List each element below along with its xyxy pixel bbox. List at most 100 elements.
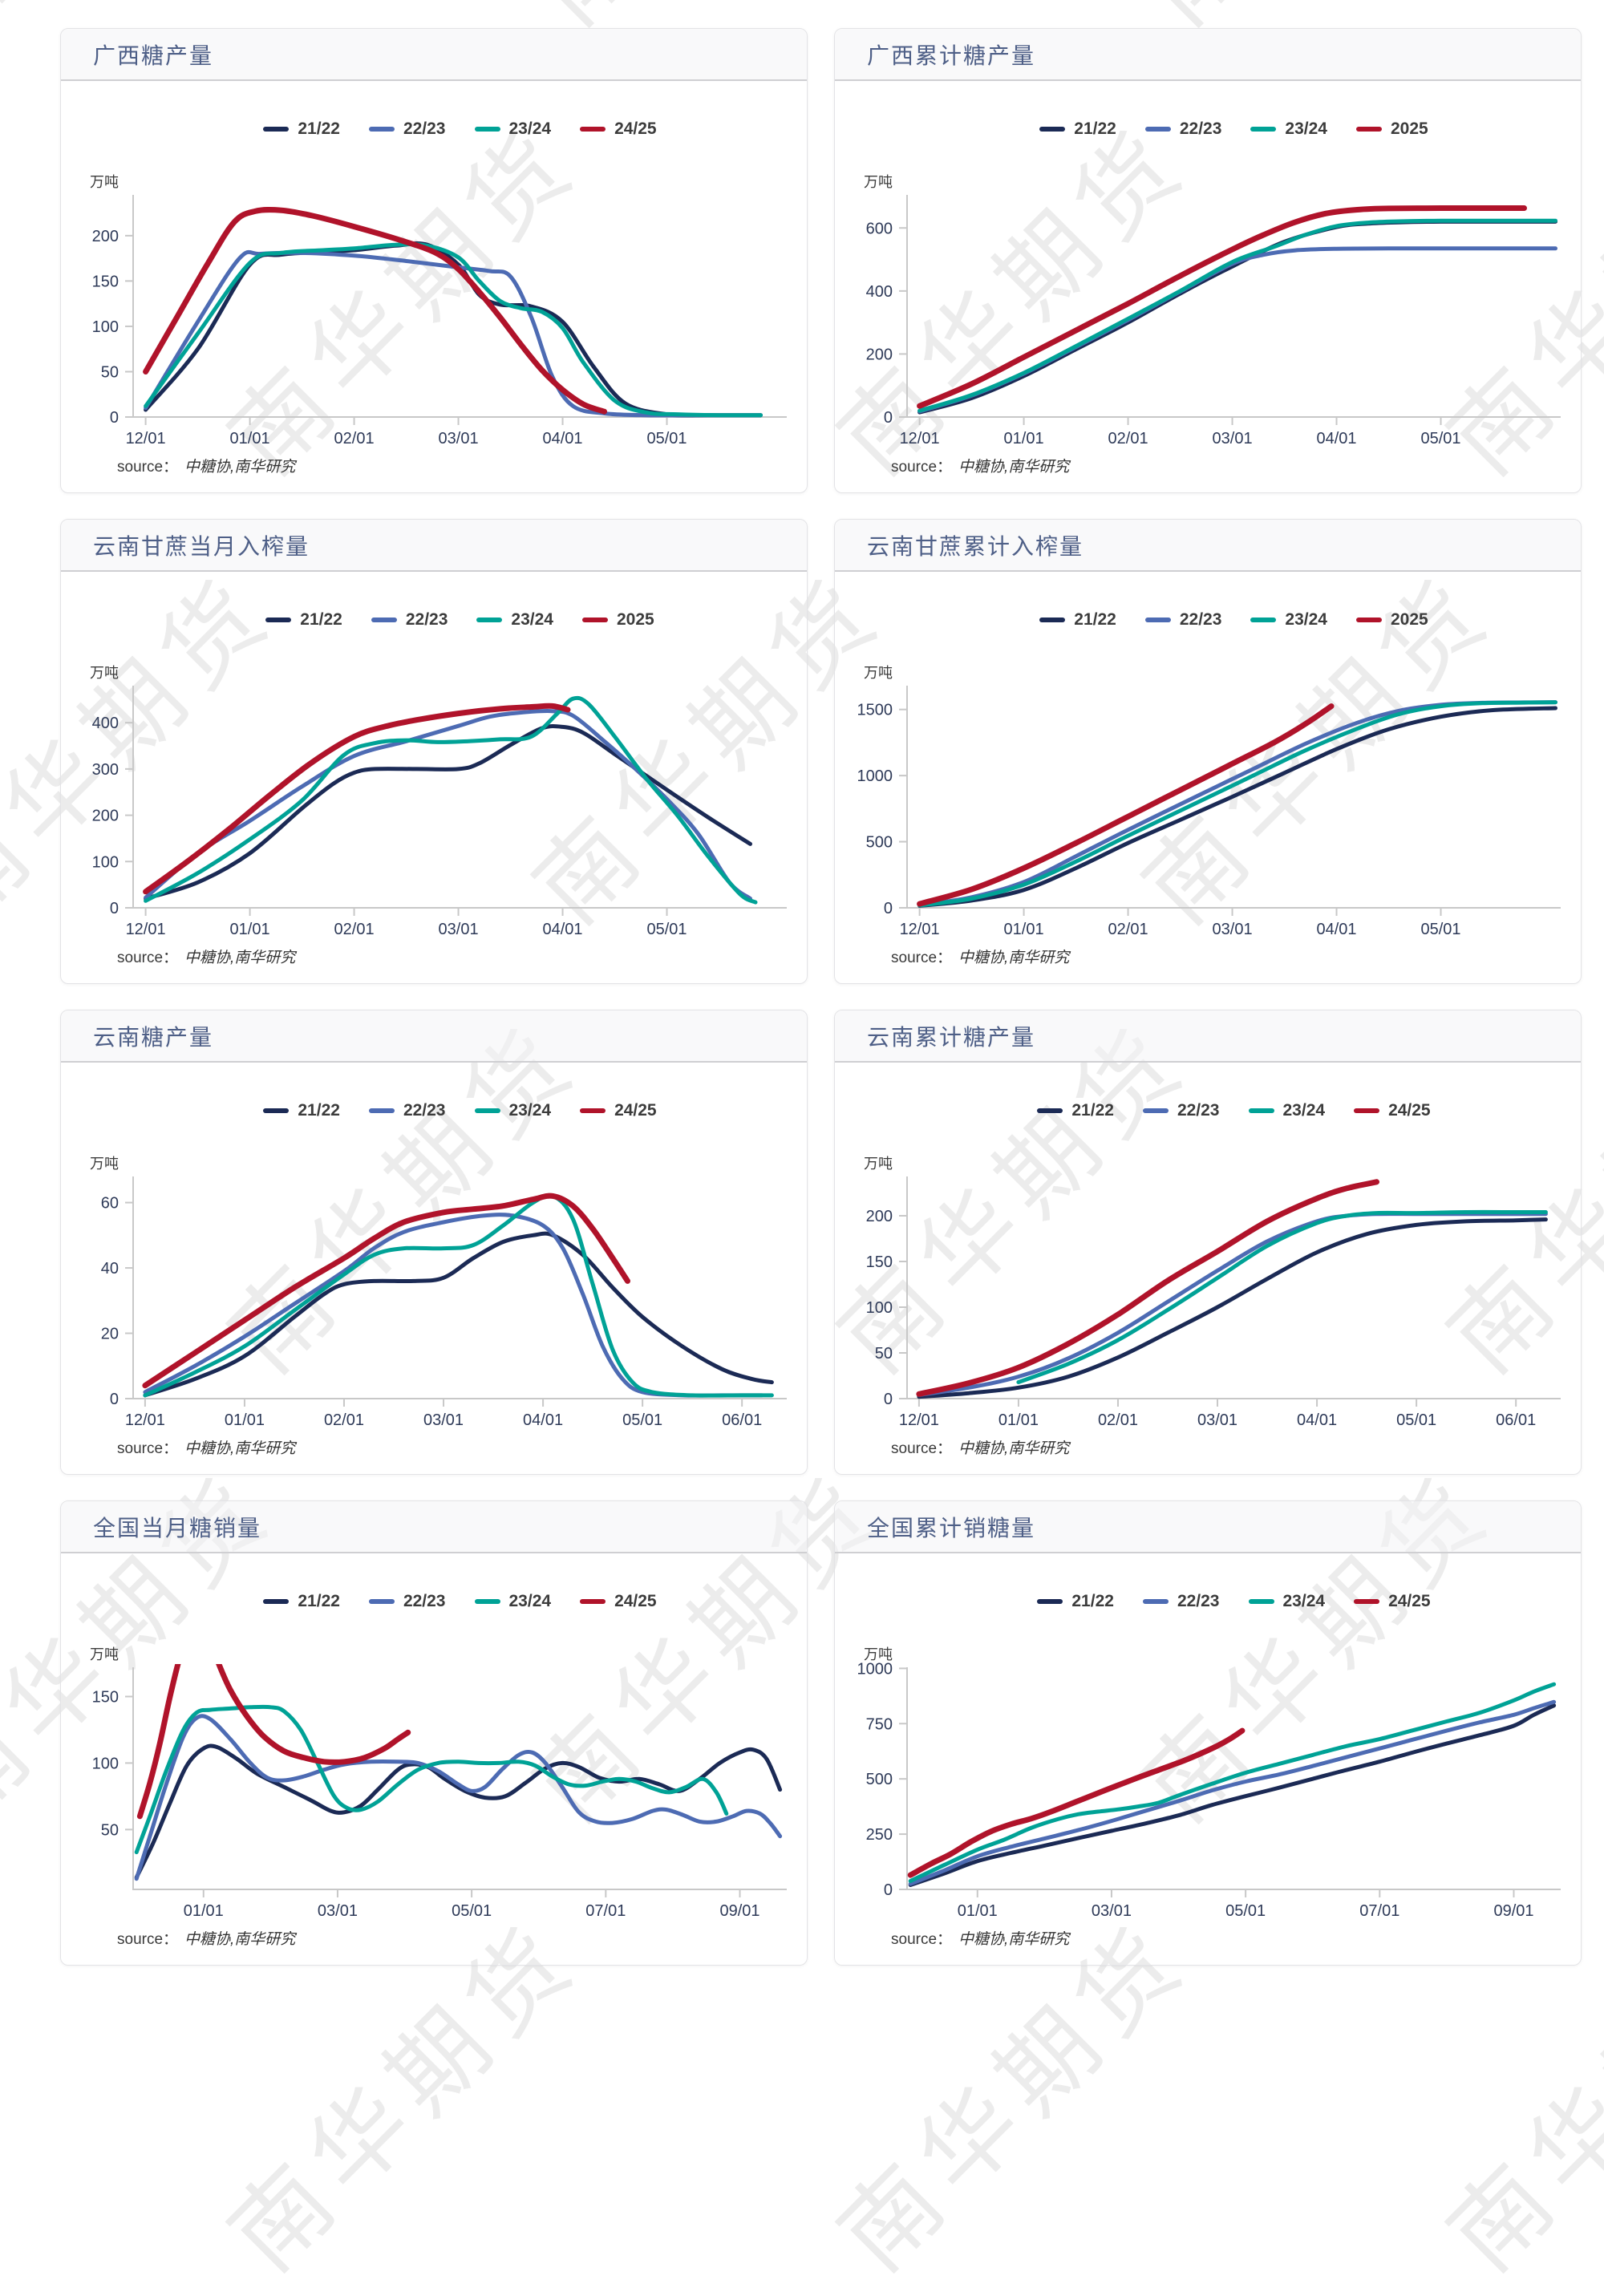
series-line-2025: [143, 703, 571, 895]
x-tick-label: 03/01: [1213, 430, 1253, 447]
series-line-22-23: [917, 246, 1557, 414]
source-label: source：: [891, 459, 953, 476]
chart-card: 云南甘蔗当月入榨量 21/22 22/23 23/24 2025 0 100 200 300 40…: [60, 519, 808, 984]
x-tick-label: 04/01: [1297, 1411, 1337, 1429]
source-note: source： 中糖协,南华研究: [891, 1436, 1069, 1458]
source-label: source：: [117, 1931, 179, 1948]
legend-label: 23/24: [508, 119, 552, 138]
y-axis-unit: 万吨: [864, 665, 893, 681]
legend-label: 21/22: [1074, 610, 1116, 629]
line-chart: 50 100 150 01/01 03/01 05/01 07/01 09/01 万吨: [90, 1646, 787, 1920]
legend-item: 2025: [581, 610, 654, 630]
y-tick-label: 50: [101, 1821, 119, 1839]
legend-item: 23/24: [474, 1592, 551, 1611]
legend-dash-icon: [1248, 1599, 1274, 1604]
legend-label: 24/25: [1388, 1101, 1431, 1120]
x-tick-label: 12/01: [126, 430, 166, 447]
legend-item: 22/23: [1142, 1101, 1220, 1120]
series-line-24-25: [907, 1727, 1246, 1878]
source-note: source： 中糖协,南华研究: [117, 946, 295, 967]
chart-body: 21/22 22/23 23/24 2025 0 100 200 300 400 12/01 01/…: [61, 572, 807, 983]
x-tick-label: 04/01: [1317, 921, 1357, 938]
chart-body: 21/22 22/23 23/24 24/25 0 250 500 750 1000 01/01 0…: [835, 1553, 1581, 1965]
series-line-24-25: [136, 1664, 411, 1820]
y-tick-label: 0: [884, 409, 893, 427]
chart-legend: 21/22 22/23 23/24 2025: [907, 119, 1561, 139]
legend-item: 23/24: [474, 1101, 551, 1120]
x-tick-label: 02/01: [1098, 1411, 1138, 1429]
source-value: 中糖协,南华研究: [184, 1440, 296, 1457]
legend-item: 24/25: [580, 1592, 657, 1611]
y-axis-unit: 万吨: [864, 1156, 893, 1172]
chart-card: 云南甘蔗累计入榨量 21/22 22/23 23/24 2025 0 500 1000 1500…: [834, 519, 1582, 984]
legend-label: 23/24: [1285, 610, 1327, 629]
chart-title: 全国当月糖销量: [93, 1515, 262, 1541]
chart-card: 云南糖产量 21/22 22/23 23/24 24/25 0 20 40 60 12/01 01/…: [60, 1010, 808, 1475]
series-line-23-24: [908, 1682, 1557, 1883]
x-tick-label: 03/01: [439, 921, 479, 938]
x-tick-label: 02/01: [334, 921, 375, 938]
x-tick-label: 05/01: [646, 430, 687, 447]
card-header: 云南甘蔗当月入榨量: [61, 520, 807, 572]
chart-card: 广西累计糖产量 21/22 22/23 23/24 2025 0 200 400 600 12/0…: [834, 28, 1582, 493]
y-tick-label: 100: [92, 318, 119, 336]
chart-legend: 21/22 22/23 23/24 2025: [133, 610, 787, 630]
series-line-23-24: [1016, 1209, 1548, 1384]
y-axis-unit: 万吨: [90, 1156, 119, 1172]
chart-title: 云南甘蔗当月入榨量: [93, 533, 310, 559]
chart-legend: 21/22 22/23 23/24 24/25: [907, 1592, 1561, 1611]
chart-card: 广西糖产量 21/22 22/23 23/24 24/25 0 50 100 150 200 12/…: [60, 28, 808, 493]
legend-label: 21/22: [1074, 119, 1116, 138]
chart-card: 全国累计销糖量 21/22 22/23 23/24 24/25 0 250 500 750 100…: [834, 1500, 1582, 1966]
chart-body: 21/22 22/23 23/24 24/25 0 50 100 150 200 12/01 01/…: [835, 1063, 1581, 1474]
x-tick-label: 12/01: [126, 921, 166, 938]
legend-label: 24/25: [1388, 1592, 1431, 1610]
axis-lines: [132, 686, 787, 909]
legend-label: 21/22: [1071, 1101, 1114, 1120]
y-tick-label: 150: [92, 273, 119, 290]
line-chart: 0 100 200 300 400 12/01 01/01 02/01 03/01 04/01 05…: [90, 665, 787, 938]
source-value: 中糖协,南华研究: [184, 950, 296, 966]
series-line-22-23: [143, 1213, 764, 1398]
legend-item: 24/25: [1354, 1101, 1431, 1120]
legend-dash-icon: [580, 1599, 606, 1604]
source-value: 中糖协,南华研究: [958, 1440, 1070, 1457]
y-tick-label: 40: [101, 1260, 119, 1278]
legend-label: 22/23: [403, 1592, 446, 1610]
source-label: source：: [117, 1440, 179, 1457]
legend-item: 22/23: [368, 1592, 446, 1611]
series-group: [917, 204, 1557, 415]
legend-dash-icon: [1355, 618, 1382, 622]
y-tick-label: 150: [92, 1688, 119, 1706]
legend-item: 24/25: [580, 119, 657, 139]
y-tick-label: 0: [884, 1881, 893, 1899]
x-tick-label: 01/01: [958, 1902, 998, 1920]
legend-dash-icon: [580, 127, 606, 132]
x-tick-label: 02/01: [324, 1411, 364, 1429]
chart-card: 全国当月糖销量 21/22 22/23 23/24 24/25 50 100 150 01/01…: [60, 1500, 808, 1966]
chart-card: 云南累计糖产量 21/22 22/23 23/24 24/25 0 50 100 150 200 1…: [834, 1010, 1582, 1475]
chart-title: 云南糖产量: [93, 1024, 214, 1050]
x-tick-label: 12/01: [125, 1411, 165, 1429]
legend-label: 21/22: [300, 610, 342, 629]
legend-dash-icon: [474, 1599, 500, 1604]
series-line-23-24: [143, 1193, 774, 1398]
x-tick-label: 05/01: [622, 1411, 662, 1429]
legend-item: 21/22: [1037, 1592, 1114, 1611]
legend-label: 23/24: [1282, 1592, 1326, 1610]
series-group: [917, 700, 1557, 908]
x-tick-label: 01/01: [230, 921, 270, 938]
series-line-21-22: [143, 1231, 774, 1398]
x-tick-label: 01/01: [230, 430, 270, 447]
x-tick-label: 02/01: [1108, 430, 1148, 447]
legend-label: 2025: [616, 610, 654, 629]
line-chart: 0 500 1000 1500 12/01 01/01 02/01 03/01 04/01 05/…: [857, 665, 1561, 938]
x-tick-label: 09/01: [1493, 1902, 1533, 1920]
card-header: 云南累计糖产量: [835, 1010, 1581, 1063]
card-header: 广西糖产量: [61, 29, 807, 81]
y-tick-label: 400: [866, 283, 893, 301]
legend-dash-icon: [581, 618, 608, 622]
legend-label: 22/23: [1179, 610, 1222, 629]
y-tick-label: 0: [110, 409, 119, 427]
x-tick-label: 03/01: [1213, 921, 1253, 938]
